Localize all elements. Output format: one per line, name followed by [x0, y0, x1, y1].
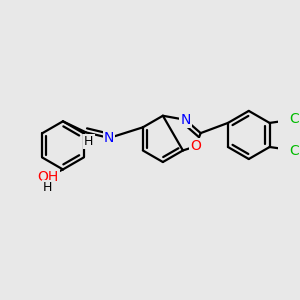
Text: N: N [104, 131, 114, 145]
Text: Cl: Cl [289, 112, 300, 126]
Text: H: H [84, 135, 94, 148]
Text: OH: OH [38, 170, 59, 184]
Text: H: H [43, 182, 52, 194]
Text: O: O [190, 140, 201, 153]
Text: N: N [180, 113, 191, 127]
Text: Cl: Cl [289, 144, 300, 158]
